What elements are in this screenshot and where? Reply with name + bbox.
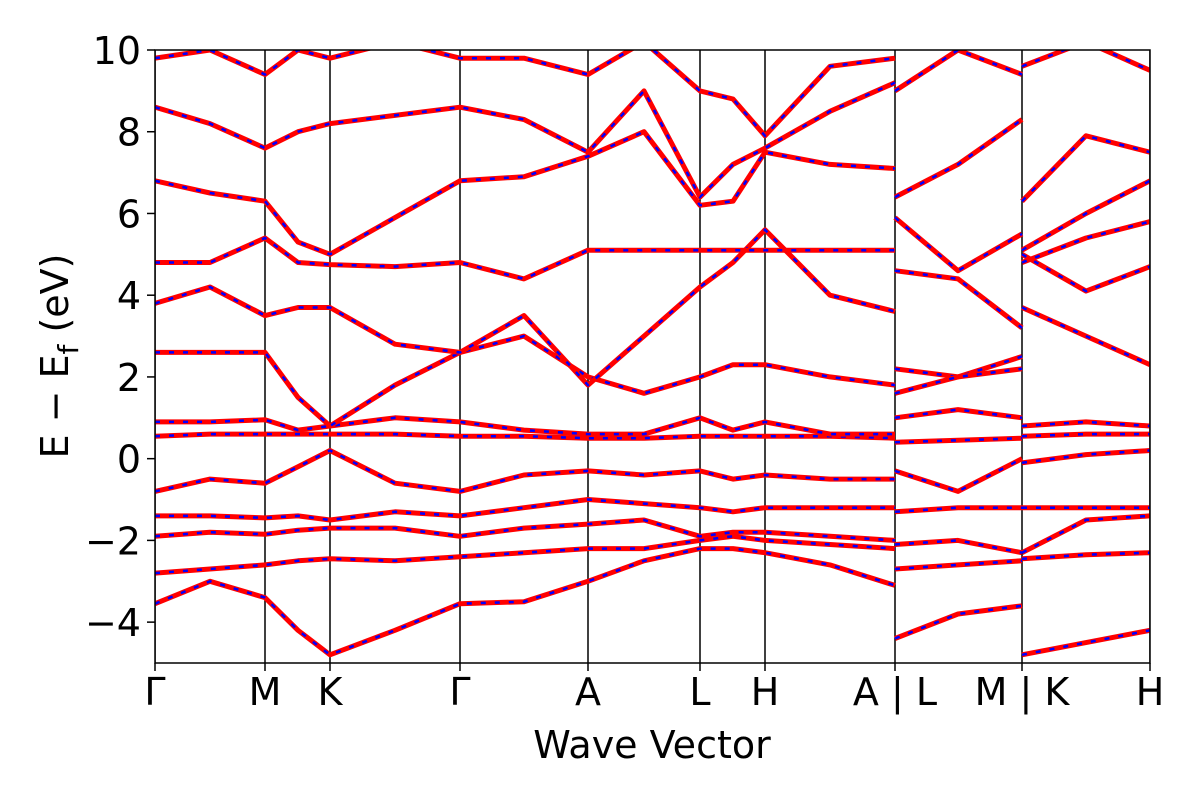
band-line — [155, 50, 1150, 139]
band-line-dashed — [155, 130, 1150, 273]
y-axis-label: E − Ef (eV) — [33, 254, 85, 459]
x-tick-label: A — [575, 670, 601, 714]
x-tick-label: M | K — [975, 670, 1071, 715]
band-line-dashed — [155, 535, 1150, 575]
x-tick-label: H — [751, 670, 780, 714]
band-line-dashed — [155, 547, 1150, 657]
y-tick-label: 0 — [117, 438, 141, 482]
x-tick-label: Γ — [449, 670, 470, 714]
band-line — [155, 305, 1150, 429]
x-tick-label: A | L — [853, 670, 937, 715]
x-tick-label: H — [1136, 670, 1165, 714]
x-axis-label: Wave Vector — [533, 723, 771, 767]
y-tick-label: −4 — [85, 601, 141, 645]
y-tick-label: 4 — [117, 274, 141, 318]
y-tick-label: 2 — [117, 356, 141, 400]
band-line-dashed — [155, 498, 1150, 522]
y-label-main: E − E — [33, 354, 77, 458]
x-tick-label: Γ — [144, 670, 165, 714]
band-line-dashed — [155, 50, 1150, 138]
band-line — [155, 219, 1150, 330]
band-line — [155, 533, 1150, 576]
x-tick-label: M — [249, 670, 282, 714]
band-line — [155, 497, 1150, 523]
band-line-dashed — [155, 228, 1150, 395]
band-line-dashed — [155, 306, 1150, 428]
y-tick-label: 10 — [93, 29, 141, 73]
y-tick-label: 8 — [117, 111, 141, 155]
y-label-unit: (eV) — [33, 254, 77, 345]
y-label-subscript: f — [52, 343, 85, 354]
band-line-dashed — [155, 514, 1150, 554]
band-line — [155, 431, 1150, 445]
band-line-dashed — [155, 220, 1150, 329]
band-line-dashed — [155, 449, 1150, 493]
plot-area — [155, 50, 1150, 663]
plot-frame — [154, 49, 1151, 664]
x-tick-label: L — [689, 670, 710, 714]
band-line — [155, 407, 1150, 437]
y-tick-label: 6 — [117, 192, 141, 236]
y-tick-label: −2 — [85, 519, 141, 563]
band-line-dashed — [155, 81, 1150, 203]
x-tick-label: K — [318, 670, 344, 714]
